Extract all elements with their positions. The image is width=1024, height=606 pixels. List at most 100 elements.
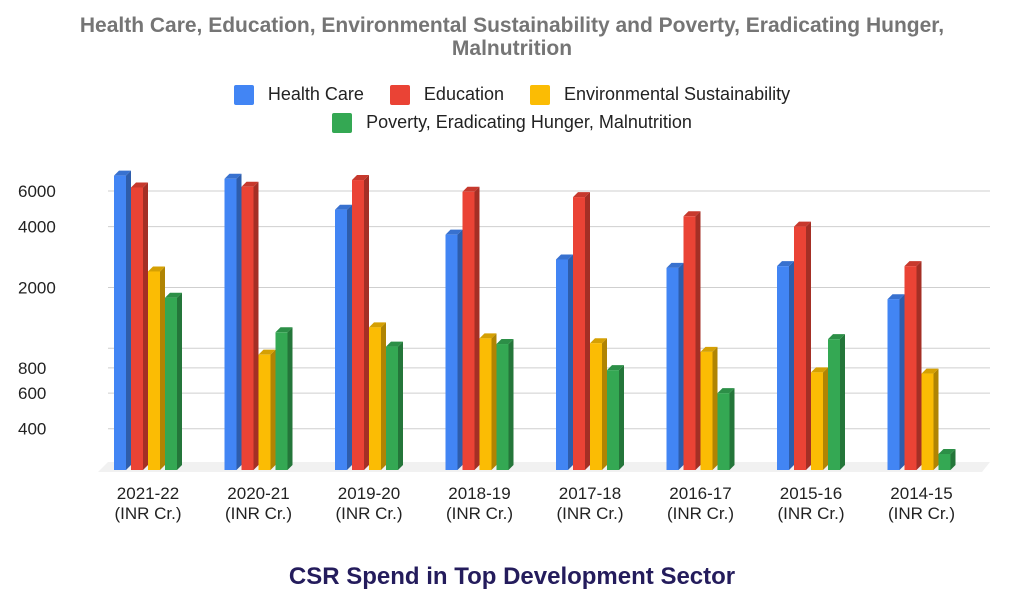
bar-top-2014-15-1 [904, 261, 922, 267]
bar-top-2019-20-2 [369, 322, 386, 328]
legend-label-environmental-sustainability: Environmental Sustainability [563, 84, 791, 104]
bar-side-2015-16-1 [806, 221, 811, 470]
legend-second-row: Poverty, Eradicating Hunger, Malnutritio… [0, 112, 1024, 133]
bar-top-2018-19-2 [479, 333, 497, 339]
bar-2016-17-education [683, 216, 696, 470]
bar-top-2015-16-2 [811, 367, 828, 373]
y-tick-label-400: 400 [18, 420, 46, 439]
x-tick-unit-2020-21: (INR Cr.) [225, 504, 292, 523]
bar-2016-17-health-care [666, 267, 679, 470]
x-tick-label-2018-19: 2018-19 [448, 484, 510, 503]
bar-2021-22-education [131, 187, 143, 470]
bar-top-2016-17-3 [717, 388, 735, 394]
bar-top-2014-15-2 [921, 368, 939, 374]
bar-side-2021-22-1 [143, 182, 148, 470]
bar-top-2018-19-1 [462, 186, 480, 192]
legend-item-health-care[interactable]: Health Care [233, 84, 364, 105]
bar-2018-19-health-care [445, 234, 458, 470]
bar-2020-21-environmental-sustainability [258, 354, 271, 470]
legend: Health Care Education Environmental Sust… [0, 84, 1024, 105]
bar-side-2017-18-3 [619, 365, 624, 470]
legend-label-poverty: Poverty, Eradicating Hunger, Malnutritio… [366, 112, 692, 132]
bar-side-2021-22-0 [126, 170, 131, 470]
bar-top-2018-19-0 [445, 229, 463, 235]
x-tick-unit-2015-16: (INR Cr.) [777, 504, 844, 523]
bar-side-2015-16-0 [789, 261, 794, 470]
y-tick-label-800: 800 [18, 359, 46, 378]
x-tick-unit-2019-20: (INR Cr.) [335, 504, 402, 523]
bar-2017-18-poverty [607, 370, 619, 470]
x-tick-unit-2014-15: (INR Cr.) [888, 504, 955, 523]
bar-2019-20-environmental-sustainability [369, 327, 381, 470]
bar-top-2014-15-0 [887, 294, 905, 300]
bar-side-2019-20-1 [364, 175, 369, 470]
bar-top-2016-17-0 [666, 262, 684, 268]
x-tick-unit-2021-22: (INR Cr.) [114, 504, 181, 523]
bar-2020-21-education [241, 186, 254, 470]
y-tick-label-600: 600 [18, 384, 46, 403]
bar-2020-21-poverty [275, 332, 288, 470]
bar-2021-22-environmental-sustainability [148, 271, 160, 470]
bar-side-2014-15-0 [899, 294, 905, 470]
bar-side-2016-17-3 [729, 388, 735, 470]
bar-side-2018-19-0 [457, 229, 463, 470]
bar-2018-19-poverty [496, 344, 509, 470]
bar-side-2014-15-1 [916, 261, 922, 470]
legend-swatch-health-care [233, 84, 254, 105]
bar-side-2020-21-3 [287, 327, 293, 470]
bar-2020-21-health-care [224, 178, 237, 471]
x-tick-label-2016-17: 2016-17 [669, 484, 731, 503]
x-tick-unit-2018-19: (INR Cr.) [446, 504, 513, 523]
bar-top-2017-18-2 [590, 338, 607, 344]
bar-side-2018-19-3 [508, 339, 514, 470]
bar-top-2015-16-0 [777, 261, 794, 267]
chart-floor [98, 462, 990, 472]
bar-top-2015-16-3 [828, 334, 845, 340]
legend-swatch-education [389, 84, 410, 105]
legend-item-education[interactable]: Education [389, 84, 504, 105]
bar-2014-15-education [904, 266, 917, 470]
bar-2018-19-education [462, 191, 475, 471]
chart-title: Health Care, Education, Environmental Su… [79, 14, 945, 60]
bar-top-2015-16-1 [794, 221, 811, 227]
bar-side-2017-18-1 [585, 192, 590, 470]
bar-top-2017-18-0 [556, 254, 573, 260]
bar-side-2020-21-2 [270, 349, 276, 470]
bar-top-2019-20-1 [352, 175, 369, 181]
legend-item-environmental-sustainability[interactable]: Environmental Sustainability [529, 84, 791, 105]
bar-2015-16-health-care [777, 266, 789, 470]
bar-2017-18-education [573, 197, 585, 470]
bar-top-2020-21-2 [258, 349, 276, 355]
bar-side-2021-22-2 [160, 266, 165, 470]
x-tick-label-2015-16: 2015-16 [780, 484, 842, 503]
bar-top-2017-18-1 [573, 192, 590, 198]
bar-side-2016-17-0 [678, 262, 684, 470]
bar-top-2021-22-3 [165, 292, 182, 298]
bar-side-2019-20-0 [347, 204, 352, 470]
bar-2015-16-environmental-sustainability [811, 372, 823, 470]
bar-side-2014-15-3 [950, 448, 956, 470]
bar-2019-20-poverty [386, 346, 398, 470]
bar-2017-18-health-care [556, 259, 568, 470]
bar-side-2014-15-2 [933, 368, 939, 470]
bar-top-2016-17-2 [700, 346, 718, 352]
bar-2014-15-environmental-sustainability [921, 373, 934, 470]
bar-top-2019-20-0 [335, 204, 352, 210]
bar-2016-17-poverty [717, 393, 730, 470]
y-tick-label-2000: 2000 [18, 278, 56, 297]
legend-item-poverty[interactable]: Poverty, Eradicating Hunger, Malnutritio… [332, 112, 692, 133]
bar-2015-16-education [794, 226, 806, 470]
y-tick-label-6000: 6000 [18, 182, 56, 201]
bar-top-2016-17-1 [683, 211, 701, 217]
bar-2019-20-education [352, 180, 364, 470]
bar-2019-20-health-care [335, 209, 347, 470]
bar-2016-17-environmental-sustainability [700, 351, 713, 470]
bar-top-2021-22-0 [114, 170, 131, 176]
bar-top-2021-22-1 [131, 182, 148, 188]
legend-label-health-care: Health Care [267, 84, 364, 104]
bar-2014-15-health-care [887, 299, 900, 470]
bar-side-2019-20-2 [381, 322, 386, 470]
bar-2014-15-poverty [938, 453, 951, 470]
bar-2021-22-health-care [114, 175, 126, 470]
bar-top-2019-20-3 [386, 341, 403, 347]
